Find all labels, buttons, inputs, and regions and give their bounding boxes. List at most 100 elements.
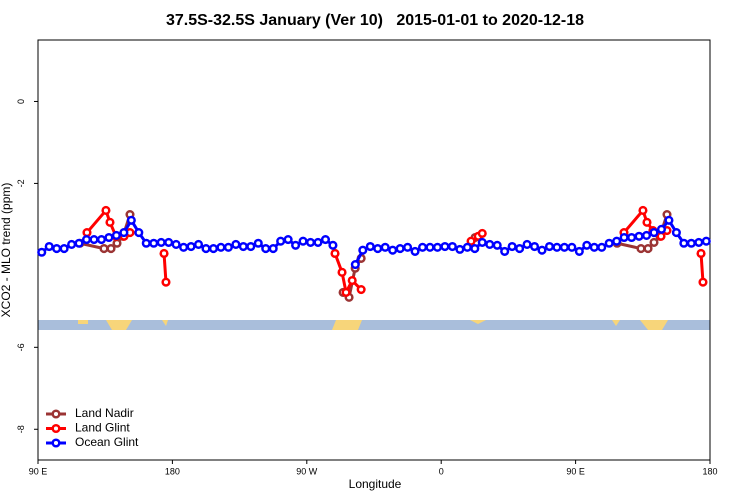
point (679, 238, 689, 248)
x-tick-label: 90 E (566, 466, 585, 476)
point (246, 241, 256, 252)
point (698, 277, 708, 287)
point (37, 247, 47, 257)
point (388, 245, 398, 255)
point (223, 242, 233, 252)
point (99, 244, 109, 254)
y-tick-label: -8 (16, 425, 26, 433)
point (544, 241, 555, 252)
point (161, 277, 171, 287)
point (634, 231, 644, 241)
point (320, 235, 331, 245)
point (105, 217, 115, 227)
point (636, 244, 646, 254)
point (462, 242, 472, 252)
point (477, 237, 487, 247)
legend-label: Land Glint (75, 421, 130, 435)
point (96, 235, 107, 245)
point (104, 232, 114, 243)
point (111, 230, 121, 241)
point (656, 231, 666, 241)
point (515, 244, 525, 254)
x-tick-label: 180 (165, 466, 180, 476)
point (417, 242, 428, 252)
legend-label: Ocean Glint (75, 435, 139, 449)
point (291, 240, 301, 250)
point (403, 242, 413, 252)
point (119, 228, 129, 238)
point (529, 241, 540, 252)
point (696, 248, 706, 259)
legend-label: Land Nadir (75, 406, 134, 420)
legend-marker (51, 438, 61, 448)
point (44, 241, 54, 252)
point (149, 238, 159, 248)
point (643, 244, 653, 254)
point (410, 246, 420, 256)
point (559, 242, 569, 252)
point (701, 236, 711, 246)
point (126, 215, 136, 225)
legend-marker (51, 423, 61, 434)
point (638, 205, 648, 216)
x-tick-label: 0 (439, 466, 444, 476)
point (328, 240, 338, 250)
point (485, 239, 495, 250)
x-tick-label: 90 W (296, 466, 318, 476)
point (305, 237, 316, 247)
point (186, 241, 196, 252)
point (231, 239, 241, 250)
point (159, 248, 169, 259)
point (612, 236, 622, 246)
point (337, 267, 347, 277)
point (89, 235, 99, 245)
map-strip (38, 320, 710, 330)
point (455, 244, 465, 254)
point (268, 244, 278, 254)
point (649, 228, 659, 238)
point (356, 284, 366, 295)
point (330, 248, 340, 259)
chart-title: 37.5S-32.5S January (Ver 10) 2015-01-01 … (166, 12, 584, 29)
point (522, 239, 532, 250)
point (373, 244, 383, 254)
point (432, 242, 443, 252)
point (440, 241, 450, 252)
point (642, 217, 652, 227)
point (500, 246, 510, 256)
legend-marker (51, 409, 61, 419)
y-axis-label: XCO2 - MLO trend (ppm) (0, 183, 13, 318)
x-axis-label: Longitude (349, 477, 402, 491)
point (589, 242, 599, 252)
point (179, 242, 189, 252)
point (492, 240, 502, 250)
point (141, 238, 151, 248)
point (193, 239, 204, 250)
point (112, 238, 122, 248)
point (395, 244, 405, 254)
point (81, 235, 92, 245)
point (341, 287, 351, 297)
point (671, 228, 681, 238)
point (477, 228, 487, 238)
point (298, 236, 308, 246)
point (313, 237, 323, 247)
point (283, 235, 293, 245)
y-tick-label: 0 (16, 99, 26, 104)
point (134, 228, 144, 238)
point (67, 239, 77, 250)
point (649, 237, 659, 247)
point (664, 215, 674, 225)
point (52, 244, 62, 254)
point (164, 237, 174, 247)
point (604, 238, 614, 248)
point (582, 240, 592, 250)
point (380, 242, 390, 252)
point (466, 236, 476, 246)
point (156, 237, 166, 247)
point (253, 238, 263, 248)
point (365, 241, 375, 252)
point (447, 241, 457, 252)
x-tick-label: 90 E (29, 466, 48, 476)
